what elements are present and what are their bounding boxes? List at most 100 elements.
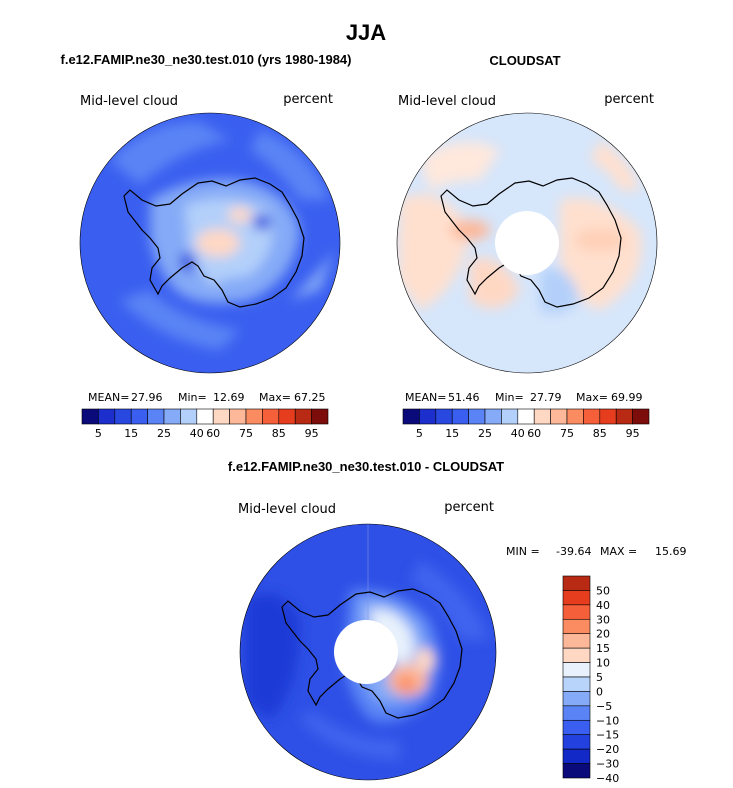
- panel-diff-colorbar-box: [562, 734, 591, 750]
- panel-model-map: [80, 113, 340, 373]
- panel-diff: f.e12.FAMIP.ne30_ne30.test.010 - CLOUDSA…: [228, 459, 687, 788]
- panel-obs-stat-min: 27.79: [530, 391, 562, 404]
- panel-obs-colorbar-box: [402, 408, 420, 425]
- panel-model-colorbar-tick: 75: [239, 427, 253, 440]
- panel-diff-colorbar-box: [562, 647, 591, 663]
- panel-model-colorbar-box: [212, 408, 230, 425]
- panel-diff-colorbar-box: [562, 691, 591, 707]
- panel-obs-colorbar-box: [599, 408, 617, 425]
- panel-model-colorbar-tick: 5: [95, 427, 102, 440]
- panel-model-colorbar-box: [114, 408, 132, 425]
- panel-obs-colorbar: 5 15 25 40 60 75 85 95: [402, 408, 650, 440]
- panel-obs-stat-mean-label: MEAN=: [405, 391, 446, 404]
- panel-model-left-label: Mid-level cloud: [80, 94, 178, 109]
- panel-model-right-label: percent: [283, 92, 333, 107]
- panel-diff-colorbar-tick: −15: [596, 729, 619, 742]
- panel-diff-colorbar-tick: −30: [596, 758, 619, 771]
- panel-obs-colorbar-tick: 5: [416, 427, 423, 440]
- panel-diff-colorbar-tick: −20: [596, 743, 619, 756]
- panel-model-colorbar-tick: 85: [272, 427, 286, 440]
- panel-model: f.e12.FAMIP.ne30_ne30.test.010 (yrs 1980…: [61, 52, 352, 440]
- panel-diff-stat-max-label: MAX =: [600, 545, 637, 558]
- panel-model-title: f.e12.FAMIP.ne30_ne30.test.010 (yrs 1980…: [61, 52, 352, 67]
- panel-obs-stat-max-label: Max=: [576, 391, 608, 404]
- panel-diff-stat-min: -39.64: [556, 545, 591, 558]
- panel-diff-colorbar-box: [562, 662, 591, 678]
- panel-model-colorbar-box: [311, 408, 329, 425]
- panel-diff-left-label: Mid-level cloud: [238, 502, 336, 517]
- panel-model-colorbar-box: [278, 408, 296, 425]
- panel-model-colorbar-box: [262, 408, 280, 425]
- panel-obs-colorbar-tick: 60: [527, 427, 541, 440]
- panel-diff-colorbar-box: [562, 618, 591, 635]
- panel-obs-colorbar-box: [615, 408, 633, 425]
- panel-model-stat-min: 12.69: [213, 391, 245, 404]
- panel-diff-colorbar-tick: 30: [596, 613, 610, 626]
- panel-obs-stat-max: 69.99: [611, 391, 643, 404]
- panel-obs-stat-min-label: Min=: [495, 391, 524, 404]
- panel-obs-colorbar-tick: 15: [445, 427, 459, 440]
- panel-model-colorbar-box: [294, 408, 312, 425]
- panel-diff-right-label: percent: [444, 500, 494, 515]
- panel-obs-colorbar-box: [632, 408, 650, 425]
- panel-obs-colorbar-box: [566, 408, 584, 425]
- panel-obs-right-label: percent: [604, 92, 654, 107]
- panel-obs: CLOUDSAT Mid-level cloud percent MEAN= 5…: [396, 53, 658, 440]
- panel-diff-colorbar-tick: 0: [596, 685, 603, 698]
- panel-obs-border: [396, 112, 658, 374]
- panel-model-colorbar-box: [81, 408, 99, 425]
- panel-obs-left-label: Mid-level cloud: [398, 94, 496, 109]
- panel-model-colorbar-box: [163, 408, 181, 425]
- panel-obs-colorbar-box: [501, 408, 519, 425]
- panel-model-colorbar-box: [245, 408, 263, 425]
- panel-obs-colorbar-box: [517, 408, 535, 425]
- panel-obs-colorbar-box: [484, 408, 502, 425]
- panel-diff-colorbar-tick: −5: [596, 700, 612, 713]
- panel-diff-colorbar-tick: 20: [596, 628, 610, 641]
- panel-obs-colorbar-box: [435, 408, 453, 425]
- panel-model-colorbar-box: [180, 408, 198, 425]
- panel-model-stat-mean-label: MEAN=: [88, 391, 129, 404]
- panel-obs-colorbar-box: [419, 408, 437, 425]
- panel-diff-colorbar-tick: −10: [596, 714, 619, 727]
- panel-obs-colorbar-tick: 40: [511, 427, 525, 440]
- panel-model-colorbar-box: [98, 408, 116, 425]
- panel-model-stat-max: 67.25: [294, 391, 326, 404]
- panel-obs-contours: [398, 140, 642, 314]
- figure-title: JJA: [346, 20, 386, 45]
- panel-diff-colorbar-box: [562, 748, 591, 764]
- panel-model-contours: [110, 121, 335, 350]
- panel-obs-colorbar-box: [550, 408, 568, 425]
- panel-diff-colorbar-tick: 50: [596, 584, 610, 597]
- panel-model-border: [79, 112, 341, 374]
- panel-diff-colorbar-tick: 15: [596, 642, 610, 655]
- panel-obs-colorbar-tick: 85: [593, 427, 607, 440]
- panel-model-stat-mean: 27.96: [131, 391, 163, 404]
- panel-diff-missing-pole: [334, 620, 398, 684]
- panel-diff-colorbar-tick: 10: [596, 657, 610, 670]
- panel-obs-colorbar-box: [533, 408, 551, 425]
- panel-model-colorbar-tick: 15: [124, 427, 138, 440]
- panel-model-colorbar-box: [130, 408, 148, 425]
- panel-model-colorbar-box: [229, 408, 247, 425]
- panel-diff-map: [240, 524, 496, 780]
- panel-obs-colorbar-tick: 75: [560, 427, 574, 440]
- panel-model-colorbar-tick: 40: [190, 427, 204, 440]
- panel-diff-colorbar-tick: 40: [596, 599, 610, 612]
- panel-diff-colorbar-box: [562, 763, 591, 779]
- panel-model-stat-min-label: Min=: [178, 391, 207, 404]
- panel-diff-border: [239, 523, 497, 781]
- panel-obs-colorbar-box: [583, 408, 601, 425]
- panel-diff-colorbar-box: [562, 676, 591, 692]
- panel-diff-colorbar-box: [562, 575, 591, 591]
- panel-obs-missing-pole: [495, 211, 559, 275]
- panel-obs-colorbar-box: [468, 408, 486, 425]
- panel-diff-colorbar-box: [562, 719, 591, 736]
- panel-obs-colorbar-tick: 95: [626, 427, 640, 440]
- panel-diff-colorbar-box: [562, 604, 591, 620]
- panel-diff-colorbar-box: [562, 705, 591, 721]
- panel-obs-colorbar-tick: 25: [478, 427, 492, 440]
